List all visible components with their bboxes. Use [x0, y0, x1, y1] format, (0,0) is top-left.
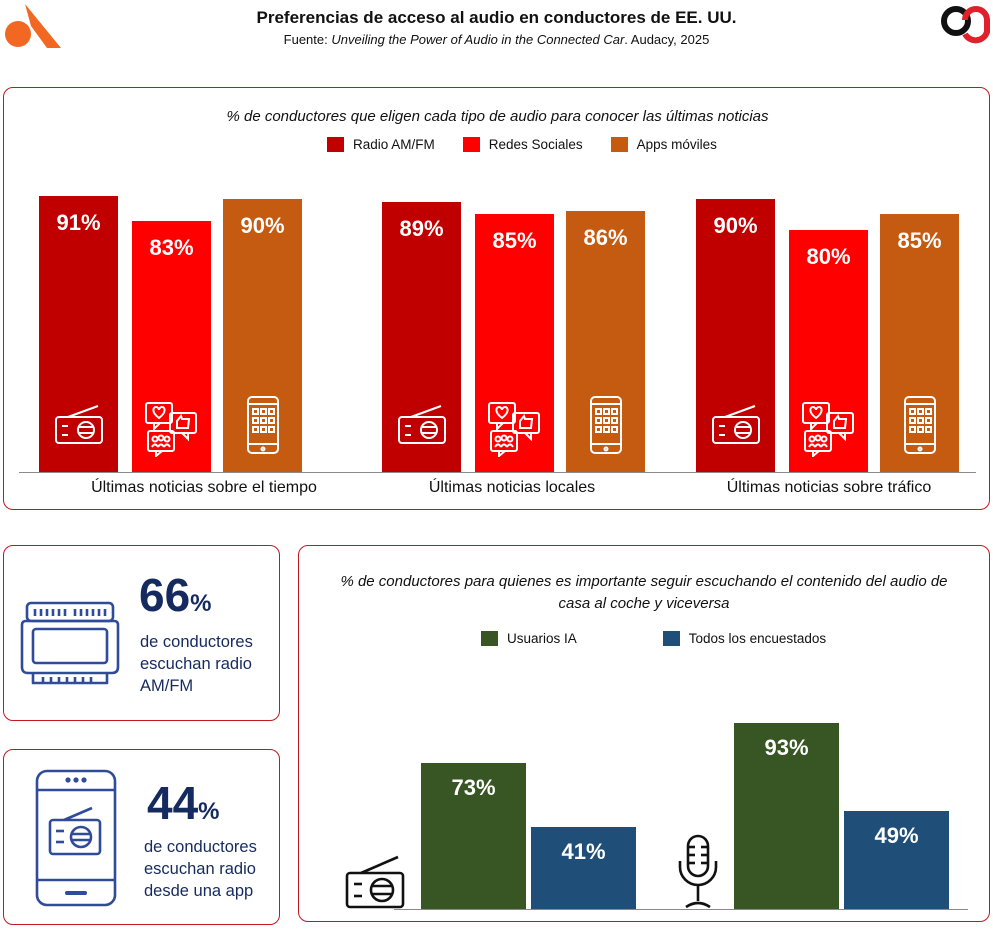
legend-swatch-ia-users [481, 631, 498, 646]
bar-value-label: 83% [149, 234, 194, 260]
bar-ia-users: 73% [421, 763, 526, 909]
bar-apps: 90% [223, 199, 302, 472]
category-label: Últimas noticias locales [428, 479, 596, 496]
bar-radio: 91% [39, 196, 118, 472]
bar-value-label: 90% [240, 213, 285, 239]
bar-value-label: 41% [561, 839, 606, 864]
audacy-logo-icon [5, 4, 61, 48]
bar-social: 83% [132, 220, 211, 472]
legend-swatch-social [462, 137, 480, 152]
chart-title-news: % de conductores que eligen cada tipo de… [226, 108, 769, 125]
bar-ia-users: 93% [734, 723, 839, 909]
bar-value-label: 73% [451, 775, 496, 800]
legend-swatch-apps [610, 137, 628, 152]
x-axis-line [394, 909, 968, 910]
bar-value-label: 93% [764, 735, 809, 760]
social-media-icon [144, 401, 200, 462]
bar-value-label: 86% [583, 225, 628, 251]
bar-value-label: 91% [56, 210, 101, 236]
legend-swatch-all [662, 631, 680, 646]
bar-radio: 90% [696, 199, 775, 472]
bar-social: 80% [789, 229, 868, 472]
legend-item-ia-users: Usuarios IA [481, 631, 577, 646]
bar-radio: 89% [382, 202, 461, 472]
chart-title-continuity: % de conductores para quienes es importa… [340, 573, 948, 612]
legend-swatch-radio [327, 137, 344, 152]
bar-value-label: 80% [806, 243, 851, 269]
smartphone-apps-icon [589, 395, 623, 460]
legend-continuity: Usuarios IA Todos los encuestados [481, 631, 826, 646]
legend-news: Radio AM/FM Redes Sociales Apps móviles [327, 137, 717, 152]
radio-icon [54, 403, 104, 450]
x-axis-line [19, 472, 976, 473]
bar-value-label: 85% [897, 228, 942, 254]
radio-icon [345, 855, 405, 909]
phone-radio-icon [35, 769, 117, 907]
legend-item-all: Todos los encuestados [662, 631, 826, 646]
source-line: Fuente: Unveiling the Power of Audio in … [283, 32, 710, 47]
page-title: Preferencias de acceso al audio en condu… [256, 8, 737, 27]
stat-description: de conductores escuchan radio desde una ap… [144, 838, 257, 900]
radio-icon [711, 403, 761, 450]
social-media-icon [487, 401, 543, 462]
car-radio-icon [20, 601, 120, 685]
social-media-icon [801, 401, 857, 462]
stat-value: 66% [139, 569, 212, 621]
bar-apps: 85% [880, 214, 959, 472]
bar-apps: 86% [566, 211, 645, 472]
radio-icon [397, 403, 447, 450]
legend-item-radio: Radio AM/FM [327, 137, 435, 152]
stat-description: de conductores escuchan radio AM/FM [140, 633, 253, 695]
news-audio-chart-panel: % de conductores que eligen cada tipo de… [3, 87, 990, 510]
smartphone-apps-icon [903, 395, 937, 460]
bar-all-respondents: 41% [531, 827, 636, 909]
bar-value-label: 85% [492, 228, 537, 254]
category-label: Últimas noticias sobre tráfico [726, 479, 932, 496]
category-label: Últimas noticias sobre el tiempo [91, 479, 317, 496]
bar-value-label: 89% [399, 216, 444, 242]
stat-card-am-fm: 66% de conductores escuchan radio AM/FM [3, 545, 280, 721]
microphone-icon [678, 834, 718, 909]
bar-value-label: 49% [874, 823, 919, 848]
continuity-chart-panel: % de conductores para quienes es importa… [298, 545, 990, 922]
bar-value-label: 90% [713, 213, 758, 239]
smartphone-apps-icon [246, 395, 280, 460]
legend-item-social: Redes Sociales [462, 137, 583, 152]
bar-all-respondents: 49% [844, 811, 949, 909]
legend-item-apps: Apps móviles [610, 137, 717, 152]
bar-social: 85% [475, 214, 554, 472]
stat-card-app: 44% de conductores escuchan radio desde un… [3, 749, 280, 925]
stat-value: 44% [147, 777, 220, 829]
brand-logo-icon [941, 6, 990, 44]
